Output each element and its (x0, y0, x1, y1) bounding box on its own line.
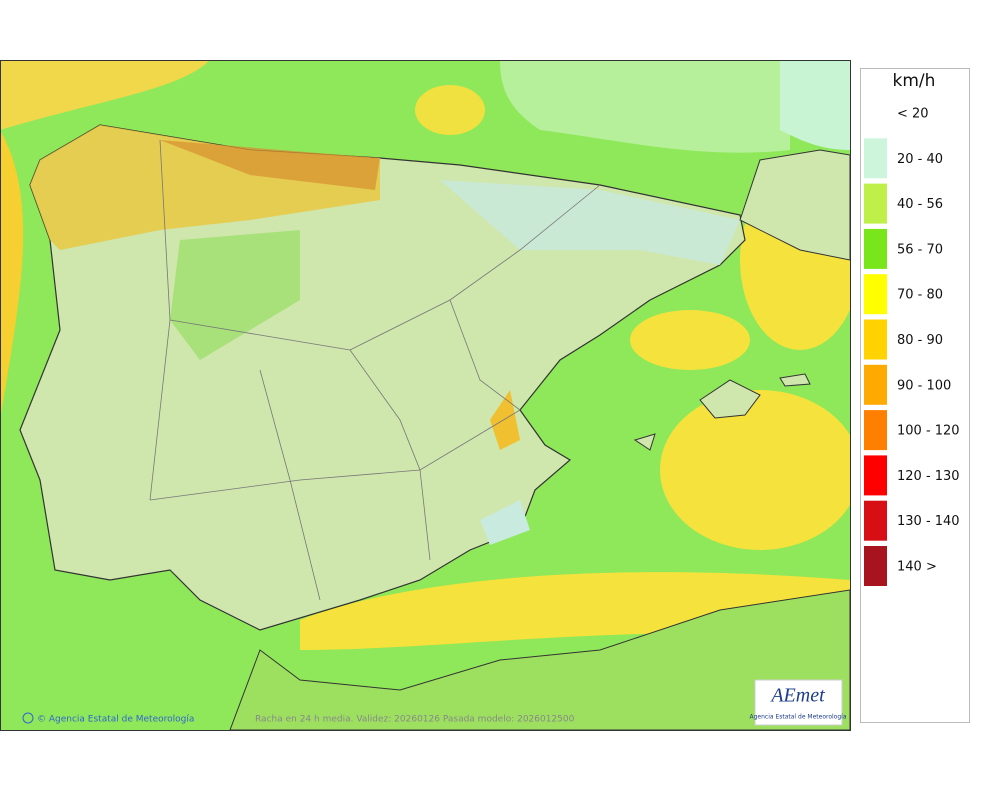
caption: Racha en 24 h media. Validez: 20260126 P… (255, 715, 575, 725)
mallorca (699, 379, 761, 419)
map-frame (0, 60, 851, 731)
legend-swatch (864, 364, 887, 405)
map (1, 61, 850, 730)
copyright-icon (22, 712, 34, 724)
france (739, 149, 850, 261)
legend-label: 100 - 120 (897, 424, 960, 439)
legend-swatch (864, 410, 887, 451)
wind-zone (480, 500, 530, 545)
legend-label: 20 - 40 (897, 152, 943, 167)
border (149, 139, 171, 501)
legend-label: 90 - 100 (897, 378, 951, 393)
legend-label: 70 - 80 (897, 288, 943, 303)
ibiza (633, 433, 656, 451)
legend-swatch (864, 455, 887, 496)
wind-zone (780, 61, 850, 150)
legend-title: km/h (893, 71, 936, 91)
legend-label: 140 > (897, 560, 937, 575)
wind-zone (490, 390, 520, 450)
wind-zone (440, 180, 740, 265)
legend-swatch (864, 138, 887, 179)
wind-zone (1, 131, 24, 415)
border (259, 369, 321, 601)
wind-zone (1, 61, 209, 130)
legend-swatch (864, 228, 887, 269)
legend-label: 120 - 130 (897, 469, 960, 484)
border (149, 409, 521, 501)
wind-zone (630, 310, 750, 370)
legend-label: 80 - 90 (897, 333, 943, 348)
legend-swatch (864, 274, 887, 315)
legend: < 20 20 - 40 40 - 56 56 - 70 70 - 80 80 - 90 9… (864, 93, 960, 586)
legend-swatch (864, 500, 887, 541)
logo-subtitle: Agencia Estatal de Meteorología (750, 714, 847, 721)
legend-label: 56 - 70 (897, 242, 943, 257)
wind-zone (415, 85, 485, 135)
wind-zone (660, 390, 850, 550)
border (349, 349, 431, 561)
logo-box (754, 679, 843, 726)
legend-swatch (864, 183, 887, 224)
wind-zone (160, 140, 380, 190)
menorca (779, 373, 811, 387)
legend-swatch (864, 319, 887, 360)
legend-swatch (864, 93, 887, 133)
border (449, 299, 521, 411)
wind-zone (170, 230, 300, 360)
legend-label: < 20 (897, 107, 929, 122)
legend-label: 40 - 56 (897, 197, 943, 212)
logo-name: AEmet (769, 685, 825, 707)
legend-label: 130 - 140 (897, 514, 960, 529)
africa (229, 589, 850, 730)
credit: © Agencia Estatal de Meteorología (37, 715, 194, 725)
legend-swatch (864, 546, 887, 586)
wind-zone (500, 61, 790, 153)
region-borders (149, 139, 601, 601)
